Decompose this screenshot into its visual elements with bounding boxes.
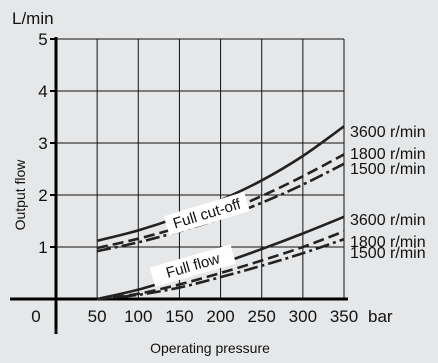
group-label-backdrop	[149, 244, 236, 287]
x-axis-title: Operating pressure	[150, 340, 270, 356]
series-end-label: 3600 r/min	[350, 212, 426, 229]
x-tick-label: 200	[206, 307, 234, 326]
x-tick-label: 100	[124, 307, 152, 326]
series-end-label: 1800 r/min	[350, 146, 426, 163]
series-end-label: 1800 r/min	[350, 234, 426, 251]
series-line-full-flow-1500-r-min	[97, 237, 345, 301]
x-tick-label: 350	[330, 307, 358, 326]
x-tick-label: 150	[165, 307, 193, 326]
y-tick-label: 1	[38, 238, 47, 257]
origin-label: 0	[31, 307, 40, 326]
series-end-label: 1500 r/min	[350, 161, 426, 178]
x-tick-label: 50	[88, 307, 107, 326]
y-tick-label: 4	[38, 82, 47, 101]
y-tick-label: 2	[38, 186, 47, 205]
y-tick-label: 5	[38, 30, 47, 49]
axes	[10, 37, 348, 334]
tick-labels: 50 100 150 200 250 300 350 1 2 3 4 5	[38, 30, 358, 326]
x-tick-label: 250	[248, 307, 276, 326]
series-end-label: 3600 r/min	[350, 124, 426, 141]
y-axis-title: Output flow	[12, 159, 28, 231]
x-tick-label: 300	[289, 307, 317, 326]
grid	[56, 38, 345, 299]
y-tick-label: 3	[38, 134, 47, 153]
x-unit-label: bar	[368, 307, 393, 326]
y-unit-label: L/min	[12, 9, 54, 28]
series-line-full-flow-1800-r-min	[96, 230, 345, 301]
group-label-backdrop	[163, 191, 250, 236]
series-end-label: 1500 r/min	[350, 245, 426, 262]
